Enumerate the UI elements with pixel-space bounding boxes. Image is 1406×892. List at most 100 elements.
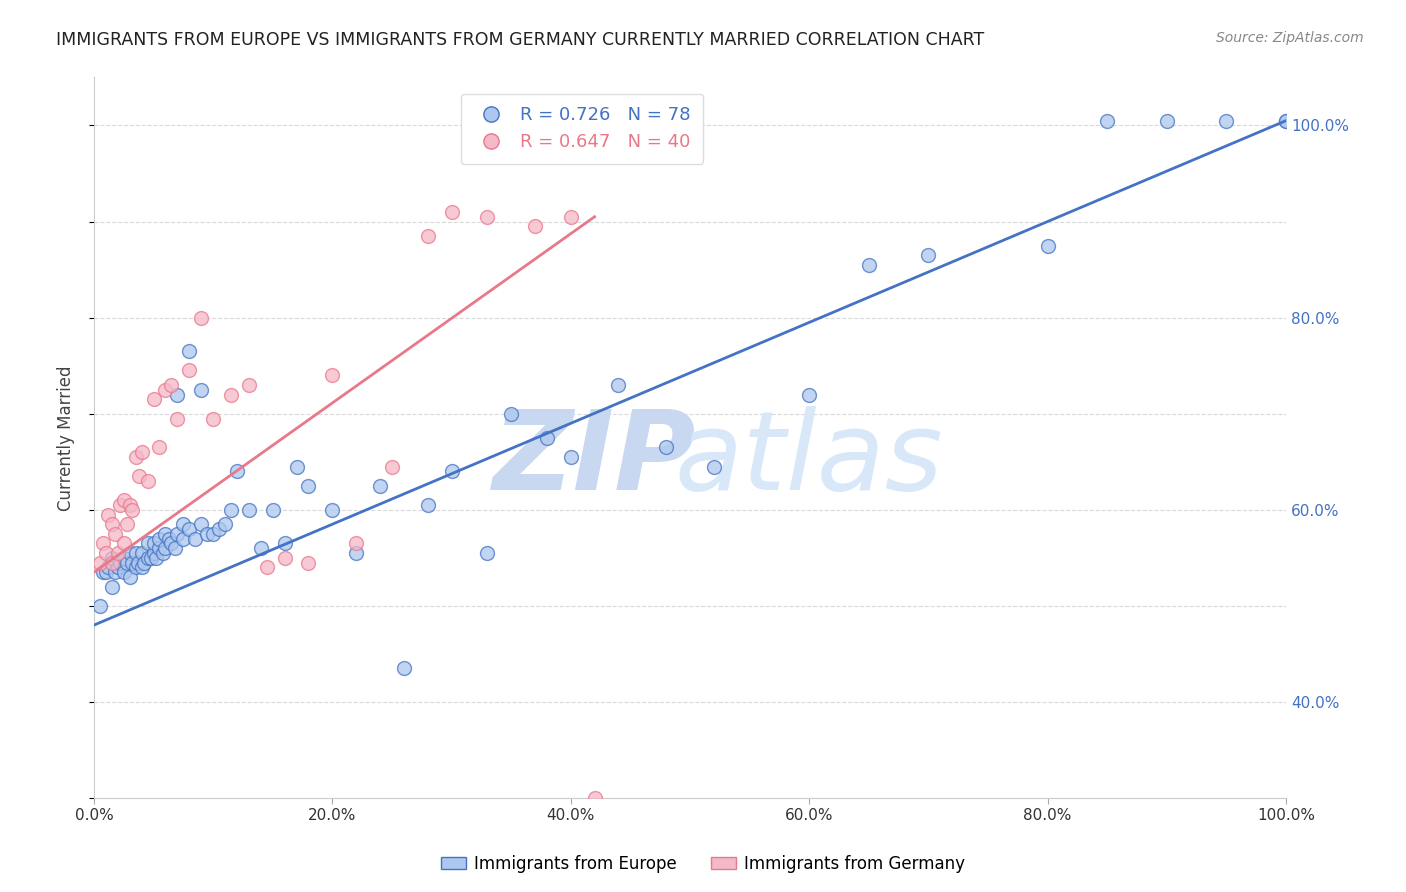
Point — [184, 532, 207, 546]
Point — [155, 541, 177, 556]
Point — [703, 459, 725, 474]
Point — [97, 508, 120, 522]
Point — [107, 560, 129, 574]
Text: atlas: atlas — [675, 406, 943, 513]
Point — [93, 566, 115, 580]
Point — [142, 546, 165, 560]
Point — [440, 205, 463, 219]
Point — [214, 517, 236, 532]
Point — [797, 387, 820, 401]
Point — [128, 469, 150, 483]
Point — [112, 550, 135, 565]
Point — [179, 363, 201, 377]
Point — [202, 526, 225, 541]
Point — [238, 503, 260, 517]
Point — [141, 550, 163, 565]
Point — [117, 517, 139, 532]
Point — [163, 541, 186, 556]
Point — [190, 310, 212, 325]
Point — [94, 566, 117, 580]
Point — [208, 522, 231, 536]
Point — [1156, 113, 1178, 128]
Point — [190, 383, 212, 397]
Point — [155, 383, 177, 397]
Point — [477, 546, 499, 560]
Point — [250, 541, 273, 556]
Point — [108, 498, 131, 512]
Point — [101, 556, 124, 570]
Point — [858, 258, 880, 272]
Point — [172, 532, 194, 546]
Point — [381, 459, 404, 474]
Point — [273, 550, 295, 565]
Text: Source: ZipAtlas.com: Source: ZipAtlas.com — [1216, 31, 1364, 45]
Point — [121, 503, 143, 517]
Y-axis label: Currently Married: Currently Married — [58, 365, 75, 510]
Point — [148, 441, 170, 455]
Point — [1275, 113, 1298, 128]
Point — [94, 546, 117, 560]
Point — [477, 210, 499, 224]
Point — [655, 441, 678, 455]
Point — [124, 546, 146, 560]
Point — [297, 556, 319, 570]
Point — [416, 498, 439, 512]
Point — [256, 560, 278, 574]
Point — [1036, 238, 1059, 252]
Point — [132, 556, 155, 570]
Point — [118, 570, 141, 584]
Point — [93, 536, 115, 550]
Point — [101, 580, 124, 594]
Point — [1275, 113, 1298, 128]
Point — [97, 560, 120, 574]
Point — [202, 411, 225, 425]
Point — [160, 378, 183, 392]
Point — [368, 479, 391, 493]
Point — [285, 459, 308, 474]
Point — [560, 210, 582, 224]
Point — [157, 532, 180, 546]
Point — [104, 566, 127, 580]
Point — [112, 566, 135, 580]
Point — [127, 556, 149, 570]
Point — [142, 536, 165, 550]
Point — [112, 536, 135, 550]
Point — [179, 522, 201, 536]
Point — [273, 536, 295, 550]
Point — [166, 526, 188, 541]
Point — [392, 661, 415, 675]
Point — [190, 517, 212, 532]
Point — [112, 493, 135, 508]
Point — [523, 219, 546, 234]
Point — [89, 556, 111, 570]
Point — [148, 532, 170, 546]
Point — [136, 536, 159, 550]
Point — [238, 378, 260, 392]
Point — [117, 556, 139, 570]
Point — [440, 464, 463, 478]
Point — [166, 411, 188, 425]
Point — [262, 503, 284, 517]
Point — [136, 550, 159, 565]
Point — [179, 344, 201, 359]
Point — [131, 560, 153, 574]
Point — [321, 368, 343, 383]
Point — [1095, 113, 1118, 128]
Point — [607, 378, 630, 392]
Point — [321, 503, 343, 517]
Point — [344, 546, 367, 560]
Point — [121, 556, 143, 570]
Point — [160, 536, 183, 550]
Point — [297, 479, 319, 493]
Point — [344, 536, 367, 550]
Point — [583, 791, 606, 805]
Point — [118, 546, 141, 560]
Point — [195, 526, 218, 541]
Point — [118, 498, 141, 512]
Point — [131, 546, 153, 560]
Point — [501, 407, 523, 421]
Point — [89, 599, 111, 613]
Legend: Immigrants from Europe, Immigrants from Germany: Immigrants from Europe, Immigrants from … — [434, 848, 972, 880]
Point — [148, 541, 170, 556]
Legend: R = 0.726   N = 78, R = 0.647   N = 40: R = 0.726 N = 78, R = 0.647 N = 40 — [461, 94, 703, 164]
